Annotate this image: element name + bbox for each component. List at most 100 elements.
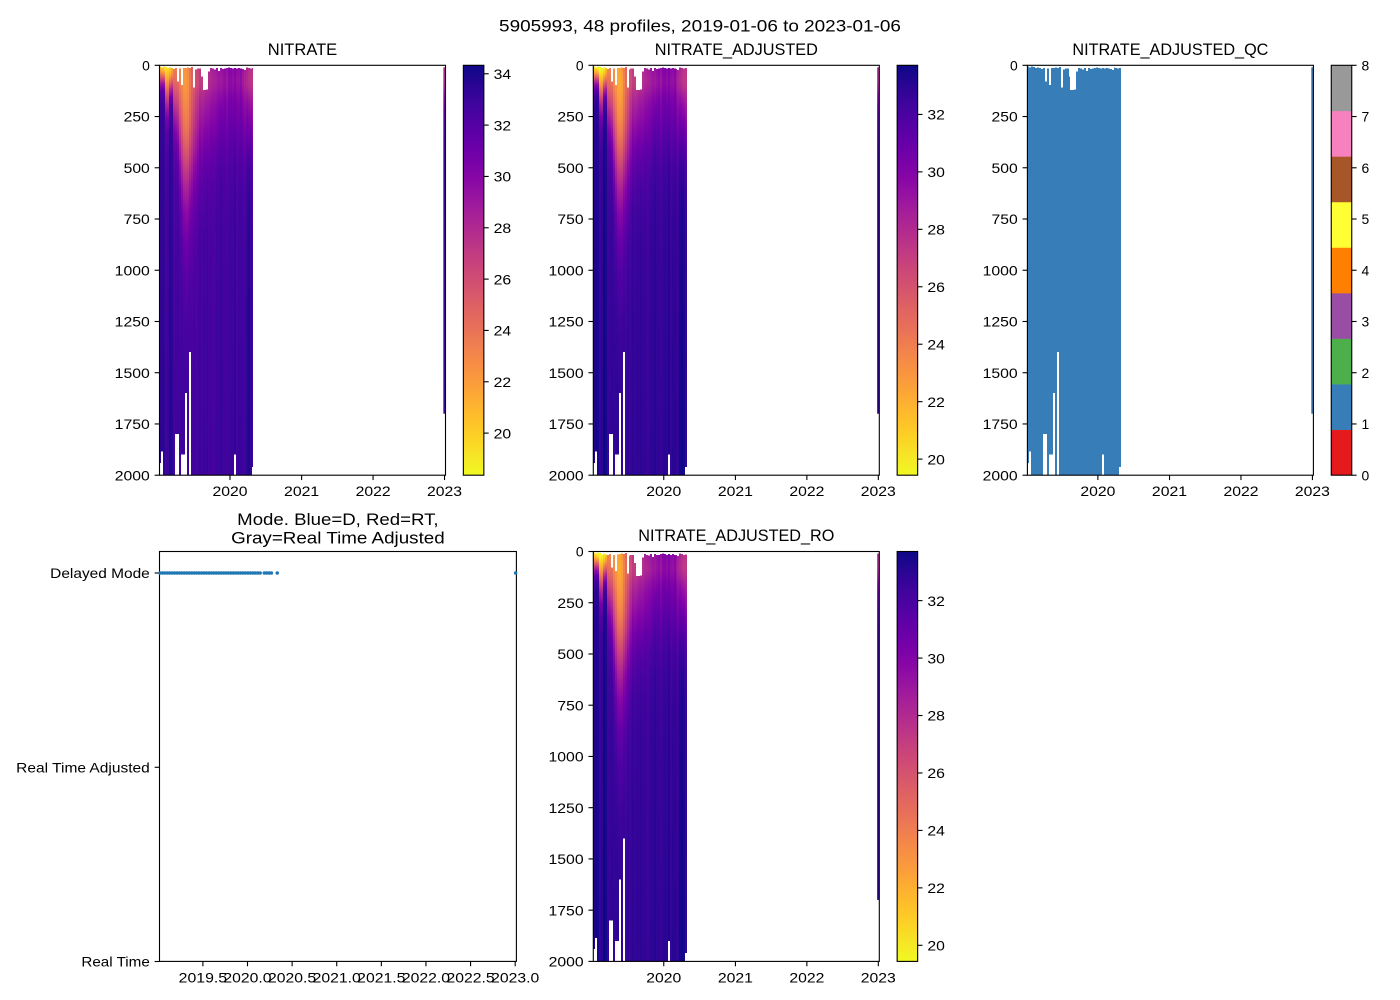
svg-text:30: 30 [927,164,945,180]
svg-text:1000: 1000 [983,262,1018,278]
svg-text:26: 26 [494,271,512,287]
svg-text:NITRATE: NITRATE [268,40,337,59]
svg-text:1750: 1750 [549,416,584,432]
svg-text:1750: 1750 [549,902,584,918]
svg-text:NITRATE_ADJUSTED: NITRATE_ADJUSTED [655,40,818,59]
svg-text:Real Time: Real Time [81,954,150,970]
svg-text:2022.0: 2022.0 [402,969,450,985]
svg-text:1750: 1750 [983,416,1018,432]
svg-text:2021: 2021 [284,483,319,499]
svg-text:1250: 1250 [115,314,150,330]
svg-text:1: 1 [1362,416,1370,432]
svg-text:22: 22 [494,374,512,390]
svg-text:1500: 1500 [549,851,584,867]
svg-text:250: 250 [557,595,584,611]
svg-text:2022: 2022 [356,483,391,499]
svg-text:750: 750 [124,211,151,227]
svg-text:2000: 2000 [549,954,584,970]
svg-text:2000: 2000 [983,467,1018,483]
svg-text:0: 0 [576,544,584,560]
svg-text:30: 30 [927,650,945,666]
svg-text:500: 500 [992,160,1019,176]
svg-text:2022: 2022 [1224,483,1259,499]
svg-text:NITRATE_ADJUSTED_RO: NITRATE_ADJUSTED_RO [638,526,834,545]
svg-text:20: 20 [927,938,945,954]
svg-text:20: 20 [494,425,512,441]
svg-text:2023: 2023 [861,483,896,499]
svg-text:2021: 2021 [718,483,753,499]
svg-text:3: 3 [1362,314,1370,330]
svg-text:1000: 1000 [115,262,150,278]
svg-text:250: 250 [992,109,1019,125]
svg-text:1000: 1000 [549,262,584,278]
svg-text:8: 8 [1362,58,1370,74]
svg-text:500: 500 [557,646,584,662]
svg-text:0: 0 [1010,58,1018,74]
svg-text:Delayed Mode: Delayed Mode [50,565,150,581]
svg-text:2020: 2020 [646,969,681,985]
svg-text:5: 5 [1362,211,1370,227]
svg-text:2020.0: 2020.0 [223,969,271,985]
svg-text:32: 32 [494,117,512,133]
svg-text:500: 500 [557,160,584,176]
svg-text:32: 32 [927,593,945,609]
svg-text:2023: 2023 [427,483,462,499]
svg-text:500: 500 [124,160,151,176]
svg-text:2000: 2000 [549,467,584,483]
svg-text:750: 750 [992,211,1019,227]
svg-text:1750: 1750 [115,416,150,432]
svg-text:2000: 2000 [115,467,150,483]
svg-text:26: 26 [927,279,945,295]
svg-text:2020.5: 2020.5 [268,969,316,985]
svg-text:2022.5: 2022.5 [447,969,495,985]
svg-text:2019.5: 2019.5 [179,969,228,985]
svg-text:2023.0: 2023.0 [491,969,539,985]
svg-text:22: 22 [927,394,945,410]
svg-text:0: 0 [1362,467,1370,483]
svg-text:32: 32 [927,107,945,123]
svg-text:30: 30 [494,169,512,185]
svg-text:2020: 2020 [1080,483,1115,499]
svg-text:2022: 2022 [789,483,824,499]
svg-text:34: 34 [494,66,512,82]
svg-text:28: 28 [927,222,945,238]
svg-text:24: 24 [927,336,945,352]
svg-text:Gray=Real Time Adjusted: Gray=Real Time Adjusted [231,529,445,548]
svg-text:2021: 2021 [1152,483,1187,499]
svg-text:750: 750 [557,211,584,227]
svg-text:Real Time Adjusted: Real Time Adjusted [16,760,150,776]
svg-text:2021: 2021 [718,969,753,985]
svg-text:24: 24 [494,323,512,339]
svg-text:250: 250 [557,109,584,125]
svg-text:250: 250 [124,109,151,125]
svg-text:1250: 1250 [549,800,584,816]
svg-text:Mode. Blue=D, Red=RT,: Mode. Blue=D, Red=RT, [237,510,438,529]
svg-text:26: 26 [927,765,945,781]
svg-text:2023: 2023 [1295,483,1330,499]
svg-text:2021.5: 2021.5 [357,969,406,985]
svg-text:20: 20 [927,451,945,467]
svg-text:24: 24 [927,823,945,839]
svg-text:1500: 1500 [983,365,1018,381]
svg-text:2022: 2022 [789,969,824,985]
svg-text:2: 2 [1362,365,1370,381]
svg-text:6: 6 [1362,160,1370,176]
svg-text:4: 4 [1362,262,1370,278]
svg-text:1250: 1250 [983,314,1018,330]
svg-text:28: 28 [494,220,512,236]
svg-text:1500: 1500 [115,365,150,381]
svg-text:5905993, 48 profiles, 2019-01-: 5905993, 48 profiles, 2019-01-06 to 2023… [499,17,901,36]
svg-text:0: 0 [142,58,150,74]
svg-text:2020: 2020 [213,483,248,499]
svg-text:22: 22 [927,880,945,896]
svg-text:7: 7 [1362,109,1370,125]
svg-text:NITRATE_ADJUSTED_QC: NITRATE_ADJUSTED_QC [1072,40,1268,59]
svg-text:2020: 2020 [646,483,681,499]
svg-text:1000: 1000 [549,749,584,765]
svg-text:0: 0 [576,58,584,74]
svg-text:750: 750 [557,697,584,713]
svg-text:1250: 1250 [549,314,584,330]
svg-text:2023: 2023 [861,969,896,985]
svg-text:2021.0: 2021.0 [313,969,362,985]
svg-text:1500: 1500 [549,365,584,381]
